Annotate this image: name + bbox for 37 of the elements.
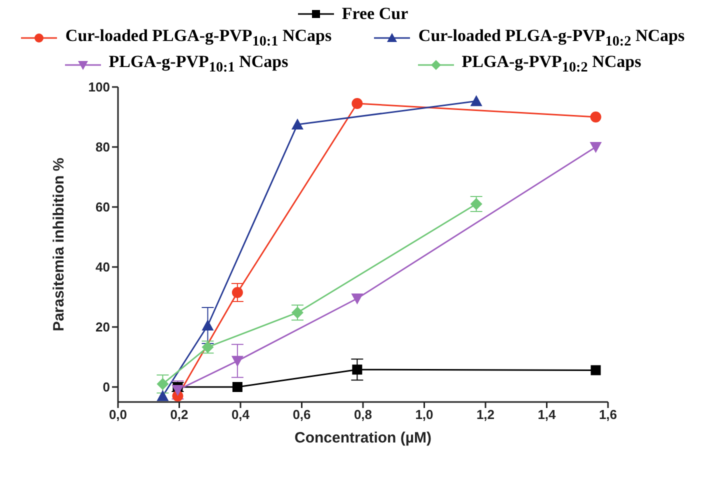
point: [232, 286, 243, 298]
legend-label: PLGA-g-PVP$_{10:2}$ NCaps: [462, 52, 642, 77]
x-tick-label: 0,4: [231, 407, 250, 422]
x-tick-label: 1,6: [598, 407, 618, 422]
legend-label: PLGA-g-PVP$_{10:1}$ NCaps: [108, 52, 288, 77]
legend-label: Free Cur: [342, 4, 408, 24]
point: [470, 94, 482, 106]
x-tick-label: 0,0: [108, 407, 128, 422]
x-axis-title: Concentration (µM): [294, 429, 432, 446]
legend-label: Cur-loaded PLGA-g-PVP$_{10:2}$ NCaps: [418, 26, 685, 50]
x-tick-label: 1,4: [538, 407, 557, 422]
point: [291, 118, 304, 130]
y-tick-label: 80: [96, 139, 110, 154]
y-tick-label: 40: [96, 259, 110, 274]
x-tick-label: 0,8: [354, 407, 372, 422]
x-tick-label: 0,6: [292, 407, 311, 422]
y-tick-label: 0: [102, 379, 110, 394]
x-tick-label: 1,0: [415, 407, 434, 422]
point: [590, 364, 601, 375]
y-tick-label: 20: [96, 319, 110, 334]
point: [352, 364, 362, 374]
point: [231, 356, 244, 367]
point: [590, 111, 602, 122]
x-tick-label: 1,2: [476, 407, 495, 422]
point: [172, 384, 184, 396]
point: [351, 293, 364, 304]
point: [590, 142, 602, 153]
point: [156, 378, 169, 390]
y-tick-label: 100: [88, 79, 110, 94]
y-tick-label: 60: [96, 199, 110, 214]
point: [232, 382, 242, 392]
point: [202, 319, 214, 330]
y-axis-title: Parasitemia inhibition %: [50, 158, 68, 331]
legend-label: Cur-loaded PLGA-g-PVP$_{10:1}$ NCaps: [65, 26, 332, 50]
point: [156, 390, 169, 401]
point: [352, 98, 363, 109]
x-tick-label: 0,2: [170, 407, 188, 422]
